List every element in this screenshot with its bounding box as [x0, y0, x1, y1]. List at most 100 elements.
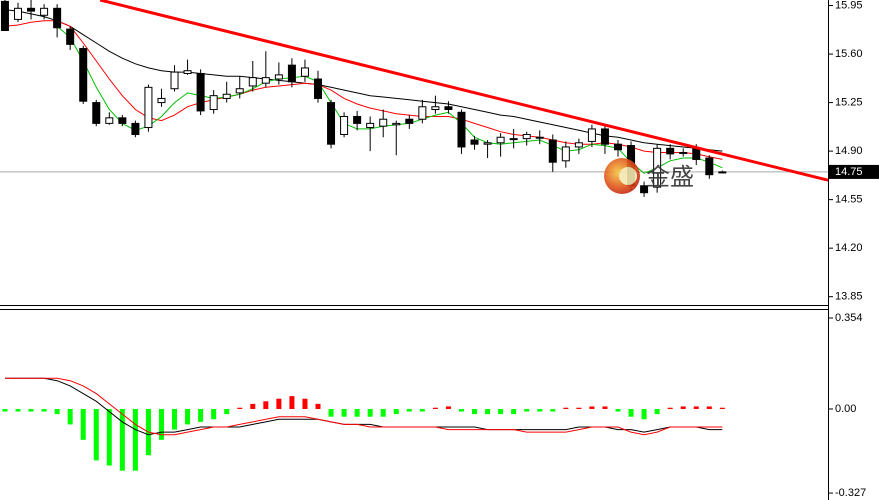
candle-body [405, 118, 414, 124]
histogram-bar [419, 408, 425, 412]
y-tick-label: 14.90 [835, 145, 863, 157]
histogram-bar [563, 407, 569, 409]
histogram-bar [315, 403, 321, 409]
candle-body [353, 115, 362, 124]
candle-body [614, 143, 622, 151]
histogram-bar [380, 408, 386, 417]
candle-body [431, 106, 440, 111]
histogram-bar [576, 407, 582, 409]
candle-body [274, 74, 283, 80]
histogram-bar [250, 403, 256, 409]
histogram-bar [445, 406, 451, 409]
candle-body [248, 77, 257, 87]
histogram-bar [93, 408, 99, 461]
candle-body [183, 70, 192, 74]
candle-body [92, 102, 101, 124]
candle-body [509, 138, 518, 141]
histogram-bar [628, 408, 634, 417]
histogram-bar [641, 408, 647, 420]
histogram-bar [106, 408, 112, 466]
candle-body [600, 128, 609, 145]
histogram-bar [172, 408, 178, 430]
candle-body [574, 142, 583, 148]
last-price-box [829, 164, 879, 179]
candle-body [261, 77, 270, 84]
histogram-bar [589, 406, 595, 409]
histogram-bar [602, 406, 608, 409]
candle-body [131, 122, 140, 135]
histogram-bar [67, 408, 73, 425]
candle-body [196, 72, 205, 112]
watermark: 金盛 [604, 158, 694, 194]
histogram-bar [237, 407, 243, 409]
histogram-bar [276, 398, 282, 409]
y-tick-label: 13.85 [835, 291, 863, 303]
histogram-bar [680, 406, 686, 409]
trendline [99, 0, 829, 182]
candle-body [483, 142, 492, 145]
candle-body [327, 102, 336, 145]
candle-body [522, 133, 531, 140]
histogram-bar [341, 408, 347, 417]
candle-body [561, 146, 570, 162]
candle-body [587, 128, 596, 142]
histogram-bar [302, 398, 308, 409]
y-tick-label: 14.20 [835, 242, 863, 254]
candle-body [300, 67, 309, 77]
indicator-line [56, 25, 723, 174]
logo-inner [619, 167, 637, 185]
candle-body [314, 78, 322, 99]
histogram-bar [211, 408, 217, 420]
candle-body [157, 97, 166, 104]
candle-body [692, 147, 701, 160]
histogram-bar [367, 408, 373, 417]
candle-body [418, 106, 427, 120]
candle-body [222, 93, 231, 99]
histogram-bar [693, 406, 699, 409]
candle-body [235, 88, 244, 94]
candle-body [392, 122, 401, 126]
candle-body [666, 147, 675, 155]
histogram-bar [41, 408, 47, 412]
candle-body [640, 185, 649, 194]
histogram-bar [328, 408, 334, 417]
y-tick-label: 0.354 [835, 312, 863, 324]
candle-body [53, 7, 62, 29]
histogram-bar [198, 408, 204, 422]
y-tick-label: 0.00 [835, 403, 856, 415]
histogram-bar [654, 408, 660, 415]
watermark-text: 金盛 [646, 163, 694, 191]
candle-body [0, 0, 9, 31]
candle-body [366, 122, 375, 129]
candle-body [444, 106, 453, 111]
histogram-bar [119, 408, 125, 471]
y-tick-label: 14.55 [835, 194, 863, 206]
histogram-bar [406, 408, 412, 412]
histogram-bar [524, 408, 530, 412]
candle-body [105, 117, 114, 124]
histogram-bar [80, 408, 86, 440]
histogram-bar [158, 408, 164, 440]
candle-body [718, 171, 727, 174]
histogram-bar [719, 407, 725, 409]
histogram-bar [485, 408, 491, 415]
histogram-bar [511, 408, 517, 415]
histogram-bar [185, 408, 191, 425]
histogram-bar [289, 396, 295, 409]
histogram-bar [132, 408, 138, 471]
candle-body [144, 86, 153, 129]
candle-body [379, 118, 388, 127]
y-tick-label: 15.95 [835, 0, 863, 11]
histogram-bar [28, 408, 34, 412]
histogram-bar [667, 407, 673, 409]
candle-body [14, 7, 22, 20]
histogram-bar [498, 408, 504, 415]
candle-body [287, 64, 296, 83]
candle-body [40, 7, 49, 16]
candle-body [170, 71, 179, 90]
candle-body [548, 139, 557, 163]
candle-body [118, 117, 127, 124]
histogram-bar [393, 408, 399, 415]
